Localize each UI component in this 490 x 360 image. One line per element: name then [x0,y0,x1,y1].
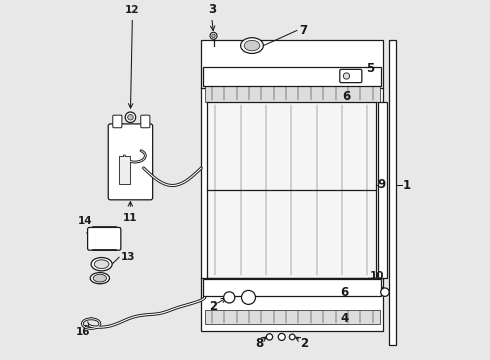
Text: 13: 13 [121,252,135,262]
Text: 2: 2 [300,337,308,350]
Text: 11: 11 [123,213,138,224]
Circle shape [210,32,217,39]
Text: 16: 16 [76,327,91,337]
Text: 15: 15 [137,186,152,197]
FancyBboxPatch shape [108,124,153,200]
Ellipse shape [241,38,263,53]
Ellipse shape [244,40,260,51]
Text: 3: 3 [208,3,216,16]
Bar [203,67,381,86]
Bar [378,102,387,278]
Ellipse shape [94,260,109,269]
Text: 10: 10 [370,271,385,281]
Text: 2: 2 [209,300,217,313]
Ellipse shape [90,273,109,284]
Text: 9: 9 [378,178,386,191]
FancyBboxPatch shape [340,69,362,83]
Bar [206,102,376,278]
FancyBboxPatch shape [113,115,122,128]
Circle shape [242,291,255,305]
Text: 6: 6 [340,285,348,299]
FancyBboxPatch shape [141,115,150,128]
Text: 7: 7 [299,24,307,37]
Circle shape [381,288,389,296]
Bar [205,86,380,102]
Bar [205,310,380,324]
Bar [203,279,381,296]
Text: 5: 5 [367,62,375,75]
Circle shape [223,292,235,303]
Text: 12: 12 [125,5,140,15]
Bar [201,40,383,330]
Text: 14: 14 [77,216,92,226]
Circle shape [128,114,133,120]
Text: 8: 8 [255,337,264,350]
Circle shape [343,73,349,79]
Ellipse shape [93,274,106,282]
Circle shape [267,334,272,340]
Circle shape [212,34,215,37]
Bar [119,156,129,184]
Text: 1: 1 [403,179,411,192]
Ellipse shape [91,257,112,271]
Circle shape [278,333,285,341]
FancyBboxPatch shape [88,228,121,250]
Text: 6: 6 [343,90,351,103]
Text: 4: 4 [341,312,349,325]
Circle shape [290,334,295,340]
Bar [390,40,396,345]
Circle shape [125,112,136,122]
